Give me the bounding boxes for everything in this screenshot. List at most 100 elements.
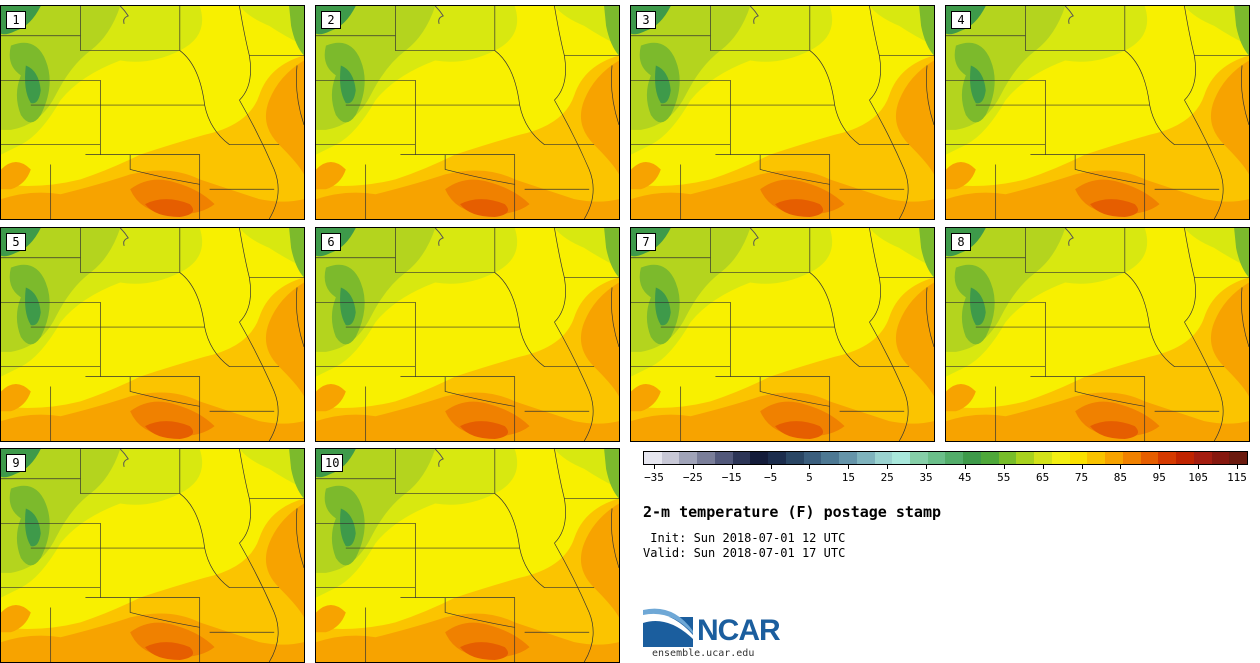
colorbar-tick [848,465,850,469]
map-panel-9: 9 [0,448,305,663]
panel-number-label: 8 [951,233,971,251]
colorbar-cell [998,452,1017,464]
map-panel-8: 8 [945,227,1250,442]
colorbar-tick-label: 115 [1227,471,1247,484]
colorbar-cell [856,452,875,464]
colorbar-tick [1003,465,1005,469]
temperature-map [1,6,304,219]
colorbar-tick-label: 85 [1113,471,1128,484]
colorbar-cell [1193,452,1212,464]
colorbar-cell [821,452,840,464]
colorbar-cell [1211,452,1230,464]
colorbar-tick-label: −15 [721,471,742,484]
ncar-logo-icon [643,608,693,647]
colorbar-tick [1237,465,1238,469]
colorbar-cell [1140,452,1159,464]
panel-number-label: 7 [636,233,656,251]
map-panel-6: 6 [315,227,620,442]
colorbar-tick [964,465,966,469]
colorbar-cell [644,452,662,464]
colorbar-tick-label: 35 [919,471,933,484]
colorbar-cell [697,452,715,464]
colorbar-tick [692,465,694,469]
temperature-map [316,6,619,219]
colorbar-cell [1087,452,1106,464]
colorbar-tick-label: 25 [880,471,894,484]
colorbar-cell [927,452,946,464]
panel-number-label: 10 [321,454,344,472]
temperature-map [946,228,1249,441]
colorbar-cell [980,452,999,464]
temperature-map [946,6,1249,219]
temperature-map [1,449,304,662]
colorbar-tick-label: 95 [1152,471,1166,484]
temperature-map [631,6,934,219]
colorbar-tick [731,465,733,469]
temperature-map [316,449,619,662]
colorbar-cell [1158,452,1177,464]
panel-number-label: 4 [951,11,971,29]
colorbar-tick [770,465,772,469]
panel-number-label: 5 [6,233,26,251]
colorbar-cell [732,452,751,464]
colorbar-cell [1069,452,1088,464]
map-panel-5: 5 [0,227,305,442]
map-panel-2: 2 [315,5,620,220]
colorbar-cell [785,452,804,464]
colorbar-cell [963,452,981,464]
colorbar-cell [661,452,680,464]
colorbar-tick-label: −5 [763,471,778,484]
map-panel-10: 10 [315,448,620,663]
colorbar-tick-label: 55 [997,471,1011,484]
colorbar-cell [1034,452,1052,464]
colorbar-cell [874,452,893,464]
colorbar-tick-label: 75 [1074,471,1089,484]
colorbar-tick [809,465,811,469]
colorbar-cell [945,452,964,464]
colorbar-tick-label: 105 [1188,471,1209,484]
colorbar-cell [839,452,857,464]
panel-number-label: 9 [6,454,26,472]
panel-number-label: 6 [321,233,341,251]
panel-number-label: 1 [6,11,26,29]
init-time: Init: Sun 2018-07-01 12 UTC [643,531,846,545]
ncar-logo-url: ensemble.ucar.edu [652,648,755,659]
colorbar-tick [654,465,655,469]
map-panel-4: 4 [945,5,1250,220]
colorbar-tick [1120,465,1122,469]
colorbar-tick [1081,465,1083,469]
colorbar-cell [1229,452,1247,464]
colorbar-cell [750,452,769,464]
colorbar-cell [679,452,698,464]
colorbar-ticks: −35 −25 −15 −5 5 15 25 35 45 55 65 75 85 95 105 115 [643,465,1248,485]
colorbar-cell [768,452,786,464]
temperature-map [1,228,304,441]
colorbar-tick [1198,465,1200,469]
colorbar-tick-label: −35 [644,471,664,484]
colorbar-cell [1122,452,1141,464]
colorbar-cell [1176,452,1194,464]
colorbar-tick-label: 5 [806,471,813,484]
colorbar-tick [887,465,889,469]
temperature-colorbar [643,451,1248,465]
colorbar-cell [910,452,928,464]
colorbar-tick [1159,465,1161,469]
colorbar-tick-label: −25 [682,471,703,484]
colorbar-cell [1105,452,1123,464]
valid-time: Valid: Sun 2018-07-01 17 UTC [643,546,846,560]
ncar-logo-text: NCAR [697,614,781,647]
colorbar-tick [926,465,928,469]
map-panel-1: 1 [0,5,305,220]
map-panel-7: 7 [630,227,935,442]
colorbar-tick-label: 15 [841,471,855,484]
temperature-map [631,228,934,441]
colorbar-cell [714,452,733,464]
colorbar-cell [1016,452,1035,464]
panel-number-label: 2 [321,11,341,29]
colorbar-cell [892,452,911,464]
panel-number-label: 3 [636,11,656,29]
colorbar-tick [1042,465,1044,469]
colorbar-tick-label: 65 [1036,471,1050,484]
figure-title: 2-m temperature (F) postage stamp [643,503,942,521]
colorbar-tick-label: 45 [958,471,972,484]
